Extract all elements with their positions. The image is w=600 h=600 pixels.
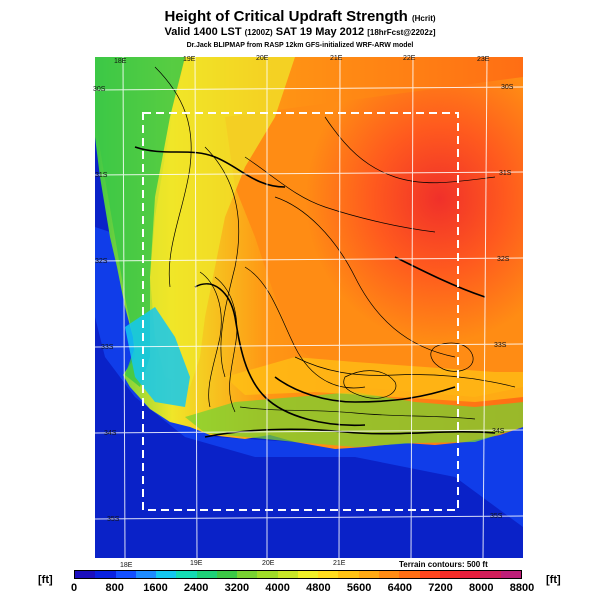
colorbar-tick-label: 2400: [183, 582, 209, 594]
colorbar-swatch: [500, 571, 521, 578]
colorbar-tick-label: 800: [105, 582, 124, 594]
colorbar-swatch: [216, 571, 238, 578]
lat-label-left-35s: 35S: [107, 516, 120, 523]
lat-label-left-33s: 33S: [101, 344, 114, 351]
lon-label-bottom-19e: 19E: [190, 560, 203, 567]
colorbar-swatch: [277, 571, 298, 578]
lat-label-right-34s: 34S: [492, 428, 505, 435]
lon-label-bottom-20e: 20E: [262, 560, 275, 567]
south-coast-green: [185, 392, 523, 447]
lon-label-bottom-21e: 21E: [333, 560, 346, 567]
colorbar-swatch: [75, 571, 96, 578]
lat-label-right-32s: 32S: [497, 256, 510, 263]
latlon-grid: [95, 57, 523, 558]
colorbar-swatch: [297, 571, 319, 578]
colorbar-swatch: [439, 571, 461, 578]
coastal-green: [95, 57, 185, 387]
lat-label-right-30s: 30S: [501, 84, 514, 91]
colorbar-tick-label: 4000: [265, 582, 290, 594]
colorbar-swatch: [257, 571, 278, 578]
lat-label-left-31s: 31S: [95, 172, 108, 179]
colorbar-tick-label: 3200: [224, 582, 250, 594]
colorbar-swatch: [115, 571, 136, 578]
lat-label-right-31s: 31S: [499, 170, 512, 177]
valid-time-line: Valid 1400 LST (1200Z) SAT 19 May 2012 […: [164, 26, 436, 38]
colorbar-tick-label: 8000: [469, 582, 494, 594]
inner-domain-box: [142, 112, 459, 511]
colorbar-swatch: [358, 571, 379, 578]
lon-label-top-18e: 18E: [114, 58, 127, 65]
lat-label-right-33s: 33S: [494, 342, 507, 349]
colorbar-tick-label: 4800: [306, 582, 331, 594]
colorbar-swatch: [318, 571, 339, 578]
heavy-contours: [134, 146, 496, 438]
colorbar-swatch: [419, 571, 440, 578]
colorbar-swatch: [480, 571, 501, 578]
colorbar: [74, 570, 522, 579]
colorbar-swatch: [156, 571, 177, 578]
lon-label-top-23e: 23E: [477, 56, 490, 63]
colorbar-tick-label: 7200: [428, 582, 453, 594]
colorbar-swatch: [378, 571, 400, 578]
lat-label-left-32s: 32S: [95, 258, 108, 265]
cyan-lowland: [125, 307, 190, 407]
chart-title: Height of Critical Updraft Strength (Hcr…: [164, 8, 436, 25]
colorbar-swatch: [237, 571, 258, 578]
colorbar-swatch: [399, 571, 420, 578]
lon-label-top-19e: 19E: [183, 56, 196, 63]
colorbar-unit-left: [ft]: [38, 574, 53, 586]
model-credit: Dr.Jack BLIPMAP from RASP 12km GFS-initi…: [186, 42, 414, 49]
colorbar-swatch: [460, 571, 481, 578]
colorbar-tick-label: 8800: [509, 582, 535, 594]
lon-label-bottom-18e: 18E: [120, 562, 133, 569]
lat-label-right-35s: 35S: [490, 513, 503, 520]
lat-label-left-30s: 30S: [93, 86, 106, 93]
lon-label-top-20e: 20E: [256, 55, 269, 62]
lon-label-top-22e: 22E: [403, 55, 416, 62]
colorbar-tick-label: 1600: [143, 582, 168, 594]
shelf-water: [95, 227, 523, 527]
colorbar-tick-label: 0: [70, 582, 78, 594]
hcrit-map: [95, 57, 523, 558]
terrain-contour-note: Terrain contours: 500 ft: [399, 560, 488, 569]
colorbar-swatch: [338, 571, 359, 578]
warm-interior: [225, 77, 523, 397]
colorbar-swatch: [176, 571, 197, 578]
colorbar-swatch: [135, 571, 157, 578]
colorbar-tick-label: 5600: [346, 582, 372, 594]
colorbar-unit-right: [ft]: [546, 574, 561, 586]
mountain-band: [150, 57, 295, 387]
lon-label-top-21e: 21E: [330, 55, 343, 62]
lat-label-left-34s: 34S: [104, 430, 117, 437]
colorbar-tick-label: 6400: [387, 582, 413, 594]
colorbar-swatch: [95, 571, 116, 578]
colorbar-swatch: [196, 571, 217, 578]
